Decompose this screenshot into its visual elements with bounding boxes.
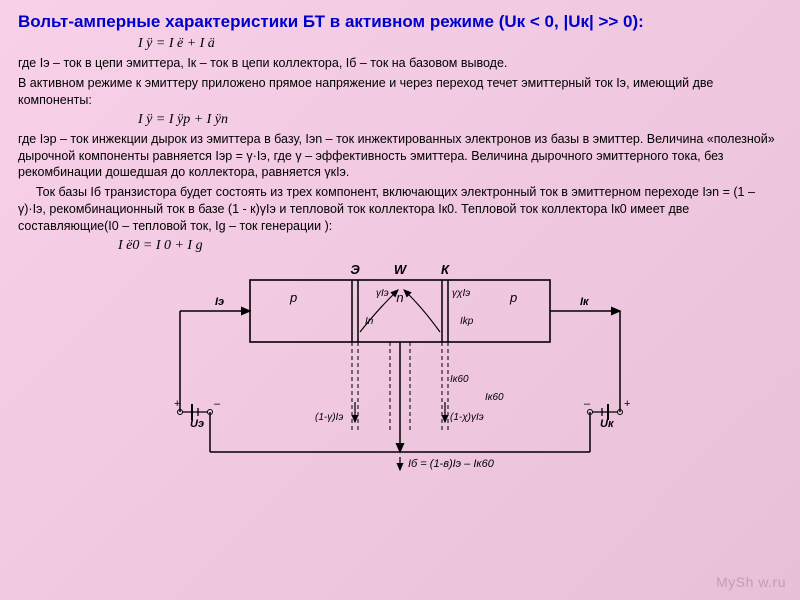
svg-text:In: In <box>365 316 374 327</box>
para-3: где Iэp – ток инжекции дырок из эмиттера… <box>18 131 782 182</box>
para-2: В активном режиме к эмиттеру приложено п… <box>18 75 782 109</box>
svg-text:–: – <box>214 398 221 410</box>
svg-text:Ikp: Ikp <box>460 316 474 327</box>
formula-1: I ӱ = I ё + I ä <box>138 36 782 52</box>
svg-text:+: + <box>624 398 630 410</box>
formula-2: I ӱ = I ӱp + I ӱn <box>138 112 782 128</box>
svg-text:γIэ: γIэ <box>376 288 389 299</box>
svg-text:Iк60: Iк60 <box>485 392 504 403</box>
svg-text:Iк60: Iк60 <box>450 374 469 385</box>
formula-3: I ё0 = I 0 + I g <box>118 238 782 254</box>
svg-text:p: p <box>509 290 517 305</box>
svg-text:n: n <box>396 290 403 305</box>
svg-text:γχIэ: γχIэ <box>452 288 470 299</box>
svg-text:p: p <box>289 290 297 305</box>
watermark: MySh w.ru <box>716 574 786 590</box>
page-title: Вольт-амперные характеристики БТ в актив… <box>18 12 782 32</box>
svg-text:+: + <box>174 398 180 410</box>
svg-text:(1-χ)γIэ: (1-χ)γIэ <box>450 412 484 423</box>
svg-text:W: W <box>394 262 408 277</box>
svg-text:Iэ: Iэ <box>215 296 224 308</box>
para-1: где Iэ – ток в цепи эмиттера, Iк – ток в… <box>18 55 782 72</box>
svg-text:Iк: Iк <box>580 296 590 308</box>
svg-text:(1-γ)Iэ: (1-γ)Iэ <box>315 412 343 423</box>
para-4: Ток базы Iб транзистора будет состоять и… <box>18 184 782 235</box>
svg-text:К: К <box>441 262 450 277</box>
svg-text:Iб = (1-в)Iэ – Iк60: Iб = (1-в)Iэ – Iк60 <box>408 458 495 470</box>
svg-text:–: – <box>584 398 591 410</box>
svg-text:Э: Э <box>350 262 360 277</box>
transistor-diagram: ЭWКpnpγIэγχIэInIkpIэIк+–Uэ–+Uк(1-γ)Iэ(1-… <box>18 262 782 482</box>
